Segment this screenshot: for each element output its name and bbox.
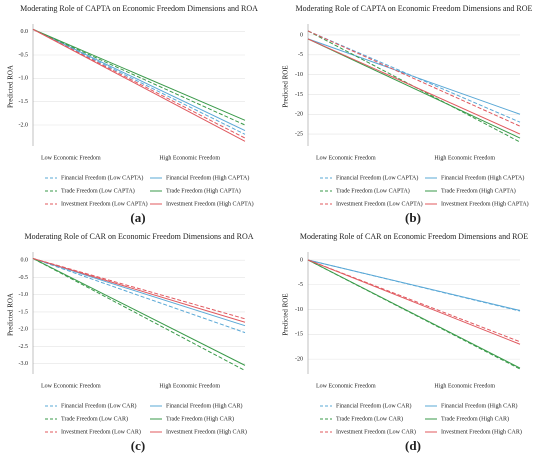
legend-label: Financial Freedom (Low CAR) [61, 402, 137, 409]
series-line [32, 28, 246, 142]
legend-label: Trade Freedom (Low CAR) [336, 415, 403, 422]
series-line [307, 30, 521, 143]
series-line [32, 258, 246, 371]
legend-label: Trade Freedom (Low CAPTA) [61, 187, 135, 194]
y-tick-label: -1.5 [19, 309, 29, 315]
y-tick-label: -2.0 [19, 122, 29, 128]
series-line [32, 257, 246, 320]
legend-label: Financial Freedom (Low CAPTA) [336, 174, 418, 181]
y-tick-label: 0 [300, 32, 303, 38]
series-line [32, 257, 246, 327]
legend-label: Financial Freedom (High CAR) [166, 402, 243, 409]
legend-label: Investment Freedom (Low CAR) [61, 428, 141, 435]
legend-label: Financial Freedom (Low CAR) [336, 402, 412, 409]
y-tick-label: -5 [298, 52, 303, 58]
legend-label: Investment Freedom (High CAPTA) [166, 200, 254, 207]
chart-title: Moderating Role of CAPTA on Economic Fre… [20, 4, 258, 13]
series-line [32, 28, 246, 126]
y-tick-label: -25 [295, 131, 303, 137]
y-tick-label: -2.5 [19, 344, 29, 350]
series-line [32, 28, 246, 132]
legend-label: Financial Freedom (High CAR) [441, 402, 518, 409]
y-tick-label: -3.0 [19, 361, 29, 367]
y-axis-title: Predicted ROE [282, 293, 290, 335]
legend-label: Trade Freedom (High CAR) [441, 415, 509, 422]
series-line [307, 259, 521, 345]
y-tick-label: 0.0 [21, 29, 29, 35]
y-tick-label: -1.0 [19, 76, 29, 82]
x-tick-label: High Economic Freedom [159, 155, 220, 161]
legend-label: Trade Freedom (High CAPTA) [441, 187, 516, 194]
x-tick-label: High Economic Freedom [159, 383, 220, 389]
y-tick-label: -1.0 [19, 292, 29, 298]
legend-label: Investment Freedom (High CAR) [166, 428, 247, 435]
series-line [32, 258, 246, 366]
x-tick-label: High Economic Freedom [434, 383, 495, 389]
legend-label: Trade Freedom (Low CAPTA) [336, 187, 410, 194]
series-line [32, 28, 246, 121]
y-tick-label: 0 [300, 257, 303, 263]
y-tick-label: -0.5 [19, 52, 29, 58]
legend-label: Investment Freedom (High CAR) [441, 428, 522, 435]
y-tick-label: -1.5 [19, 99, 29, 105]
panel: Moderating Role of CAPTA on Economic Fre… [7, 4, 259, 225]
series-line [32, 257, 246, 323]
panel-label: (d) [405, 438, 421, 453]
y-tick-label: -5 [298, 282, 303, 288]
series-line [307, 38, 521, 135]
chart-title: Moderating Role of CAR on Economic Freed… [300, 232, 528, 241]
x-tick-label: Low Economic Freedom [41, 155, 101, 161]
panel: Moderating Role of CAR on Economic Freed… [282, 232, 529, 453]
y-axis-title: Predicted ROE [282, 65, 290, 107]
chart-title: Moderating Role of CAR on Economic Freed… [24, 232, 253, 241]
series-line [307, 30, 521, 127]
x-tick-label: Low Economic Freedom [41, 383, 101, 389]
chart-title: Moderating Role of CAPTA on Economic Fre… [296, 4, 533, 13]
legend-label: Financial Freedom (High CAPTA) [441, 174, 524, 181]
panel: Moderating Role of CAR on Economic Freed… [7, 232, 254, 453]
series-line [307, 38, 521, 139]
legend-label: Investment Freedom (Low CAR) [336, 428, 416, 435]
y-tick-label: -15 [295, 332, 303, 338]
y-tick-label: 0.0 [21, 258, 29, 264]
y-tick-label: -20 [295, 112, 303, 118]
panel: Moderating Role of CAPTA on Economic Fre… [282, 4, 533, 225]
y-tick-label: -2.0 [19, 327, 29, 333]
legend-label: Investment Freedom (Low CAPTA) [61, 200, 148, 207]
legend-label: Financial Freedom (High CAPTA) [166, 174, 249, 181]
legend-label: Trade Freedom (Low CAR) [61, 415, 128, 422]
legend-label: Investment Freedom (Low CAPTA) [336, 200, 423, 207]
y-axis-title: Predicted ROA [7, 293, 15, 336]
y-axis-title: Predicted ROA [7, 65, 15, 108]
y-tick-label: -10 [295, 72, 303, 78]
legend-label: Investment Freedom (High CAPTA) [441, 200, 529, 207]
series-line [32, 257, 246, 334]
panel-label: (b) [405, 210, 421, 225]
panel-label: (a) [130, 210, 145, 225]
y-tick-label: -10 [295, 307, 303, 313]
y-tick-label: -0.5 [19, 275, 29, 281]
y-tick-label: -15 [295, 92, 303, 98]
legend-label: Financial Freedom (Low CAPTA) [61, 174, 143, 181]
panel-label: (c) [131, 438, 145, 453]
legend-label: Trade Freedom (High CAPTA) [166, 187, 241, 194]
x-tick-label: Low Economic Freedom [316, 155, 376, 161]
x-tick-label: Low Economic Freedom [316, 383, 376, 389]
y-tick-label: -20 [295, 357, 303, 363]
series-line [307, 38, 521, 115]
series-line [307, 259, 521, 369]
series-line [32, 28, 246, 135]
legend-label: Trade Freedom (High CAR) [166, 415, 234, 422]
x-tick-label: High Economic Freedom [434, 155, 495, 161]
series-line [307, 259, 521, 312]
